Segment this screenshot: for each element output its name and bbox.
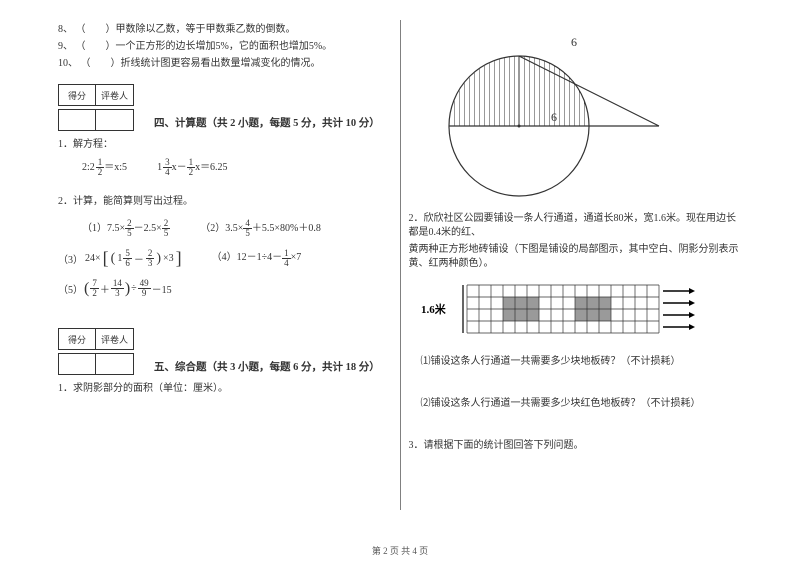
- calc-4: （4）12－1÷4－14×7: [212, 248, 302, 269]
- q2-sub2: ⑵铺设这条人行通道一共需要多少块红色地板砖？（不计损耗）: [421, 397, 743, 411]
- grader-label: 评卷人: [96, 328, 134, 350]
- circle-svg: 6 6: [409, 26, 669, 206]
- section-4-title: 四、计算题（共 2 小题，每题 5 分，共计 10 分）: [154, 115, 380, 130]
- q2-line-b: 黄两种正方形地砖铺设（下图是铺设的局部图示，其中空白、阴影分别表示黄、红两种颜色…: [409, 243, 743, 271]
- tf-text: （ ）甲数除以乙数，等于甲数乘乙数的倒数。: [76, 24, 296, 35]
- score-blank: [58, 353, 96, 375]
- calc-5: （5） ( 72 ＋ 143 ) ÷ 499 －15: [82, 279, 172, 298]
- label-6-top: 6: [571, 35, 577, 49]
- calc-row-3: （5） ( 72 ＋ 143 ) ÷ 499 －15: [82, 279, 392, 298]
- tf-text: （ ）折线统计图更容易看出数量增减变化的情况。: [81, 58, 321, 69]
- q2-line-a: 2．欣欣社区公园要铺设一条人行通道，通道长80米，宽1.6米。现在用边长都是0.…: [409, 212, 743, 240]
- calc-3: （3） 24× [ ( 156 － 23 ) ×3 ]: [82, 248, 182, 269]
- q4-2-label: 2．计算，能简算则写出过程。: [58, 195, 392, 209]
- score-blank: [58, 109, 96, 131]
- circle-figure: 6 6: [409, 26, 743, 206]
- two-column-layout: 8、 （ ）甲数除以乙数，等于甲数乘乙数的倒数。 9、 （ ）一个正方形的边长增…: [50, 20, 750, 510]
- score-box-2: 得分 评卷人: [58, 328, 134, 350]
- left-column: 8、 （ ）甲数除以乙数，等于甲数乘乙数的倒数。 9、 （ ）一个正方形的边长增…: [50, 20, 400, 510]
- tf-num: 9、: [58, 41, 73, 52]
- expr-2: 134x－12x＝6.25: [157, 158, 228, 177]
- tf-num: 10、: [58, 58, 78, 69]
- score-box-2-blank: [58, 353, 134, 375]
- svg-text:1.6米: 1.6米: [421, 302, 447, 316]
- grader-blank: [96, 353, 134, 375]
- grader-label: 评卷人: [96, 84, 134, 106]
- q3: 3．请根据下面的统计图回答下列问题。: [409, 439, 743, 453]
- page-footer: 第 2 页 共 4 页: [0, 544, 800, 557]
- calc-1: （1）7.5×25－2.5×25: [82, 219, 170, 238]
- tile-figure: 1.6米: [419, 275, 743, 345]
- q4-1-label: 1．解方程：: [58, 138, 392, 152]
- score-box: 得分 评卷人: [58, 84, 134, 106]
- expr-1: 2:212＝x:5: [82, 158, 127, 177]
- tf-num: 8、: [58, 24, 73, 35]
- tile-svg: 1.6米: [419, 275, 719, 345]
- tf-text: （ ）一个正方形的边长增加5%，它的面积也增加5%。: [76, 41, 333, 52]
- q4-1-expressions: 2:212＝x:5 134x－12x＝6.25: [82, 158, 392, 177]
- calc-2: （2）3.5×45＋5.5×80%＋0.8: [200, 219, 321, 238]
- score-box-blank: [58, 109, 134, 131]
- section-5-title: 五、综合题（共 3 小题，每题 6 分，共计 18 分）: [154, 359, 380, 374]
- score-label: 得分: [58, 328, 96, 350]
- calc-row-2: （3） 24× [ ( 156 － 23 ) ×3 ] （4）12－1÷4－14…: [82, 248, 392, 269]
- score-label: 得分: [58, 84, 96, 106]
- tf-item: 10、 （ ）折线统计图更容易看出数量增减变化的情况。: [58, 57, 392, 71]
- right-column: 6 6 2．欣欣社区公园要铺设一条人行通道，通道长80米，宽1.6米。现在用边长…: [401, 20, 751, 510]
- q5-1: 1．求阴影部分的面积（单位：厘米）。: [58, 382, 392, 396]
- q2-sub1: ⑴铺设这条人行通道一共需要多少块地板砖？（不计损耗）: [421, 355, 743, 369]
- tf-item: 8、 （ ）甲数除以乙数，等于甲数乘乙数的倒数。: [58, 23, 392, 37]
- label-6-radius: 6: [551, 110, 557, 124]
- tf-item: 9、 （ ）一个正方形的边长增加5%，它的面积也增加5%。: [58, 40, 392, 54]
- calc-row-1: （1）7.5×25－2.5×25 （2）3.5×45＋5.5×80%＋0.8: [82, 219, 392, 238]
- grader-blank: [96, 109, 134, 131]
